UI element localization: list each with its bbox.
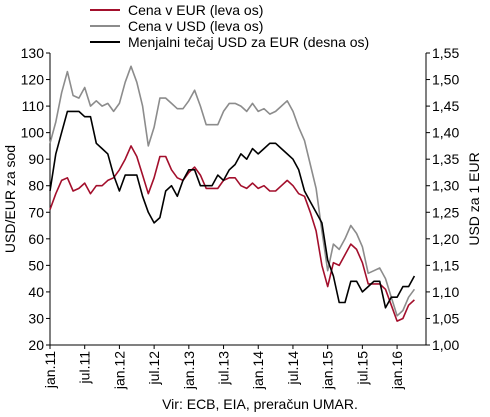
left-tick-label: 110 bbox=[22, 98, 45, 114]
plot-frame bbox=[49, 53, 427, 346]
left-axis-ticks: 20 30 40 50 60 70 80 90 100 110 120 130 bbox=[21, 45, 50, 353]
y-axis-title-left: USD/EUR za sod bbox=[2, 145, 18, 253]
right-tick-label: 1,25 bbox=[432, 204, 459, 220]
right-tick-label: 1,55 bbox=[432, 45, 459, 61]
series-line-usd bbox=[49, 65, 416, 317]
series-line-fx bbox=[49, 110, 416, 309]
x-tick-label: jan.13 bbox=[181, 351, 197, 390]
right-tick-label: 1,50 bbox=[432, 72, 459, 88]
source-note: Vir: ECB, EIA, preračun UMAR. bbox=[162, 396, 358, 412]
right-tick-label: 1,45 bbox=[432, 98, 459, 114]
left-tick-label: 40 bbox=[28, 284, 44, 300]
series-layer bbox=[49, 65, 416, 322]
right-tick-label: 1,35 bbox=[432, 151, 459, 167]
x-tick-label: jul.15 bbox=[354, 351, 370, 386]
right-tick-label: 1,40 bbox=[432, 125, 459, 141]
x-tick-label: jan.12 bbox=[111, 351, 127, 390]
legend: Cena v EUR (leva os) Cena v USD (leva os… bbox=[90, 2, 369, 50]
right-tick-label: 1,20 bbox=[432, 231, 459, 247]
left-tick-label: 120 bbox=[21, 72, 45, 88]
x-tick-label: jan.11 bbox=[42, 351, 58, 389]
x-tick-label: jul.13 bbox=[216, 351, 232, 386]
x-tick-label: jul.11 bbox=[77, 351, 93, 385]
y-axis-title-right: USD za 1 EUR bbox=[466, 152, 482, 245]
x-tick-label: jan.14 bbox=[250, 351, 266, 390]
left-tick-label: 30 bbox=[28, 310, 44, 326]
legend-label-fx: Menjalni tečaj USD za EUR (desna os) bbox=[128, 34, 369, 50]
x-tick-label: jan.16 bbox=[389, 351, 405, 390]
right-tick-label: 1,00 bbox=[432, 337, 459, 353]
legend-label-usd: Cena v USD (leva os) bbox=[128, 18, 263, 34]
left-tick-label: 60 bbox=[28, 231, 44, 247]
left-tick-label: 90 bbox=[28, 151, 44, 167]
left-tick-label: 80 bbox=[28, 178, 44, 194]
series-line-eur bbox=[49, 145, 415, 322]
right-tick-label: 1,10 bbox=[432, 284, 459, 300]
x-axis-ticks: jan.11 jul.11 jan.12 jul.12 jan.13 jul.13 jan.… bbox=[42, 345, 405, 390]
x-tick-label: jan.15 bbox=[320, 351, 336, 390]
left-tick-label: 70 bbox=[28, 204, 44, 220]
x-tick-label: jul.12 bbox=[146, 351, 162, 386]
x-tick-label: jul.14 bbox=[285, 351, 301, 386]
left-tick-label: 130 bbox=[21, 45, 45, 61]
right-tick-label: 1,05 bbox=[432, 310, 459, 326]
left-tick-label: 100 bbox=[21, 125, 45, 141]
left-tick-label: 20 bbox=[28, 337, 44, 353]
right-tick-label: 1,30 bbox=[432, 178, 459, 194]
right-axis-ticks: 1,00 1,05 1,10 1,15 1,20 1,25 1,30 1,35 1,40 1,45… bbox=[426, 45, 459, 353]
left-tick-label: 50 bbox=[28, 257, 44, 273]
right-tick-label: 1,15 bbox=[432, 257, 459, 273]
legend-label-eur: Cena v EUR (leva os) bbox=[128, 2, 263, 18]
